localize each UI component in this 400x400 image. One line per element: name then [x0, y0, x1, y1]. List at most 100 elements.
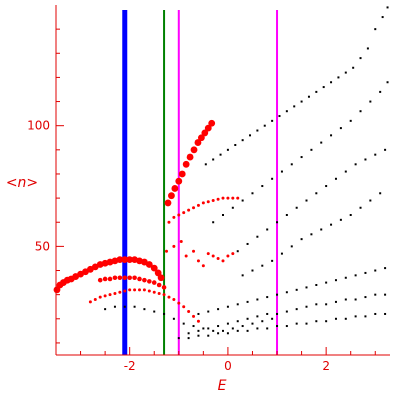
- black-point: [354, 315, 357, 318]
- red-point: [197, 134, 205, 142]
- red-point: [156, 282, 162, 288]
- black-point: [241, 325, 244, 328]
- black-point: [330, 223, 333, 226]
- black-point: [354, 274, 357, 277]
- black-point: [364, 271, 367, 274]
- red-point: [168, 192, 175, 200]
- black-point: [305, 199, 308, 202]
- red-point: [172, 244, 176, 248]
- red-point: [142, 277, 147, 283]
- black-point: [374, 153, 377, 156]
- red-point: [126, 256, 134, 264]
- black-point: [349, 119, 352, 122]
- black-point: [251, 322, 254, 325]
- black-point: [315, 303, 318, 306]
- black-point: [384, 312, 387, 315]
- black-point: [266, 296, 269, 299]
- black-point: [212, 221, 215, 224]
- black-point: [123, 305, 126, 308]
- red-point: [167, 220, 171, 224]
- red-point: [186, 153, 194, 161]
- black-point: [280, 252, 283, 255]
- black-point: [241, 199, 244, 202]
- red-point: [201, 201, 205, 205]
- red-point: [206, 252, 210, 256]
- red-point: [122, 275, 128, 281]
- black-point: [339, 218, 342, 221]
- black-point: [374, 269, 377, 272]
- black-point: [325, 281, 328, 284]
- black-point: [379, 192, 382, 195]
- black-point: [204, 163, 207, 166]
- black-point: [207, 334, 210, 337]
- red-point: [190, 146, 198, 154]
- black-point: [226, 322, 229, 325]
- black-point: [334, 317, 337, 320]
- black-point: [241, 274, 244, 277]
- y-tick-label: 100: [27, 119, 50, 133]
- red-point: [206, 200, 210, 204]
- red-point: [192, 249, 196, 253]
- red-point: [192, 314, 196, 318]
- black-point: [236, 250, 239, 253]
- black-point: [278, 115, 281, 118]
- red-point: [216, 256, 220, 260]
- red-point: [211, 199, 215, 203]
- black-point: [384, 293, 387, 296]
- x-tick-label: 2: [322, 359, 330, 373]
- black-point: [315, 192, 318, 195]
- black-point: [249, 134, 252, 137]
- black-point: [334, 177, 337, 180]
- red-point: [157, 291, 161, 295]
- black-point: [280, 170, 283, 173]
- black-point: [153, 310, 156, 313]
- black-point: [293, 105, 296, 108]
- black-point: [197, 334, 200, 337]
- red-point: [103, 294, 107, 298]
- x-axis-label: E: [218, 378, 227, 394]
- black-point: [381, 16, 384, 19]
- black-point: [344, 71, 347, 74]
- black-point: [212, 329, 215, 332]
- black-point: [344, 276, 347, 279]
- red-point: [157, 274, 165, 282]
- black-point: [285, 310, 288, 313]
- black-point: [182, 322, 185, 325]
- black-point: [374, 293, 377, 296]
- red-point: [107, 276, 113, 282]
- black-point: [246, 317, 249, 320]
- black-point: [271, 317, 274, 320]
- black-point: [359, 57, 362, 60]
- black-point: [334, 300, 337, 303]
- black-point: [236, 303, 239, 306]
- black-point: [384, 148, 387, 151]
- black-point: [172, 317, 175, 320]
- red-point: [164, 199, 172, 207]
- black-point: [295, 322, 298, 325]
- black-point: [222, 329, 224, 332]
- red-point: [147, 289, 151, 293]
- black-point: [217, 308, 220, 311]
- black-point: [276, 293, 279, 296]
- black-point: [374, 312, 377, 315]
- red-point: [184, 254, 188, 258]
- black-point: [315, 284, 318, 286]
- red-point: [226, 196, 230, 200]
- black-point: [285, 325, 288, 328]
- black-point: [256, 327, 259, 330]
- black-point: [143, 308, 146, 311]
- black-point: [271, 259, 274, 262]
- black-point: [234, 144, 237, 146]
- red-point: [196, 259, 200, 263]
- black-point: [276, 221, 279, 224]
- black-point: [330, 81, 333, 84]
- red-point: [221, 196, 225, 200]
- black-point: [207, 327, 210, 330]
- red-point: [152, 290, 156, 294]
- black-point: [352, 66, 355, 69]
- black-point: [307, 95, 310, 98]
- black-point: [354, 298, 357, 301]
- red-point: [93, 297, 97, 301]
- black-point: [271, 177, 274, 180]
